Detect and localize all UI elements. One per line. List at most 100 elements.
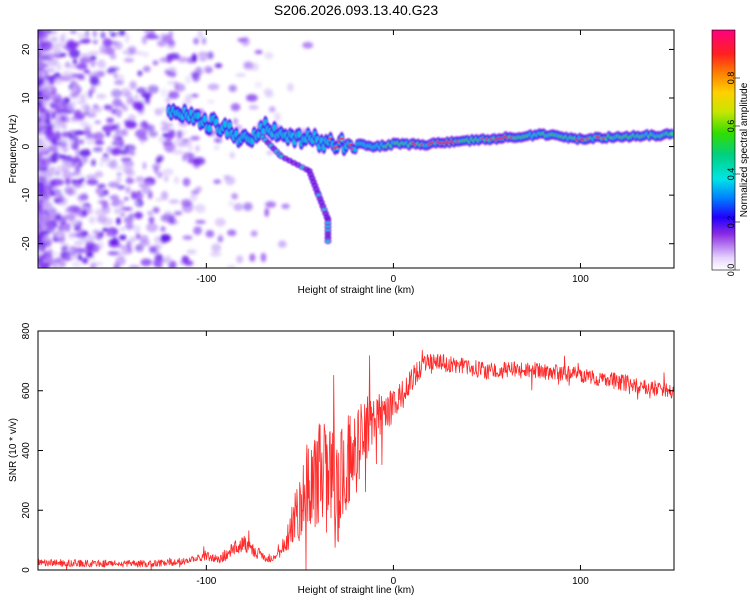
spectrogram-cell (140, 137, 145, 145)
spectrogram-cell (105, 162, 117, 168)
spectrogram-cell (129, 80, 137, 90)
spectrogram-cell (173, 81, 179, 91)
spectrogram-cell (119, 234, 127, 241)
spectrogram-cell (152, 243, 162, 251)
colorbar-ticks: 0.0 0.2 0.4 0.6 0.8 (726, 72, 740, 276)
spectrogram-cell (97, 183, 107, 189)
spectrogram-cell (195, 220, 206, 224)
spectrogram-cell (75, 148, 80, 157)
spectrogram-cell (207, 83, 220, 91)
spectrogram-cell (125, 186, 132, 194)
spectrogram-cell (66, 188, 75, 196)
spectrogram-cell (118, 244, 126, 250)
spectrogram-cell (110, 147, 120, 156)
spectrogram-cell (38, 161, 42, 168)
spectrogram-cell (339, 137, 344, 141)
spectrogram-cell (80, 38, 91, 44)
x-tick-label: 0 (391, 576, 397, 587)
spectrogram-cell (154, 236, 162, 244)
spectrogram-cell (155, 197, 163, 202)
spectrogram-cell (160, 126, 170, 132)
spectrogram-cell (127, 46, 137, 54)
snr-y-ticks: 0 200 400 600 800 (21, 322, 674, 573)
spectrogram-cell (233, 117, 238, 125)
spectrogram-cell (108, 66, 120, 72)
spectrogram-cell (120, 212, 126, 217)
spectrogram-cell (45, 52, 55, 61)
spectrogram-cell (124, 120, 137, 129)
spectrogram-cell (254, 50, 263, 55)
spectrogram-cell (73, 130, 86, 136)
spectrogram-cell (49, 180, 55, 187)
y-tick-label: 0 (21, 143, 32, 149)
spectrogram-cell (97, 241, 104, 251)
spectrogram-cell (156, 39, 168, 47)
spectrogram-cell (135, 176, 145, 183)
colorbar: 0.0 0.2 0.4 0.6 0.8 Normalized spectral ampl… (711, 29, 750, 276)
spectrogram-cell (265, 201, 277, 208)
spectrogram-cell (228, 84, 237, 93)
spectrogram-cell (192, 159, 201, 169)
spectrogram-cell (86, 139, 96, 145)
y-tick-label: -10 (21, 187, 32, 202)
spectrogram-cell (116, 172, 123, 177)
y-tick-label: 0 (21, 567, 32, 573)
spectrogram-cell (260, 252, 267, 263)
colorbar-tick-label: 0.8 (726, 72, 736, 85)
spectrogram-cell (97, 199, 108, 205)
spectrogram-cell (38, 204, 44, 214)
spectrogram-cell (130, 191, 138, 200)
spectrogram-cell (125, 223, 135, 230)
x-tick-label: 100 (572, 576, 589, 587)
spectrogram-cell (90, 159, 97, 167)
spectrogram-cell (162, 168, 174, 176)
colorbar-tick-label: 0.2 (726, 216, 736, 229)
spectrogram-cell (146, 222, 159, 233)
spectrogram-cell (223, 120, 228, 128)
spectrogram-cell (120, 227, 125, 232)
spectrogram-cell (139, 121, 149, 129)
spectrogram-cell (198, 57, 208, 62)
spectrogram-cell (168, 199, 180, 204)
spectrogram-cell (48, 135, 59, 140)
spectrogram-cell (287, 83, 294, 92)
spectrogram-cell (90, 262, 97, 268)
spectrogram-cell (92, 146, 103, 152)
spectrogram-cell (76, 99, 87, 105)
spectrogram-cell (48, 36, 59, 41)
colorbar-frame (711, 29, 736, 271)
spectrogram-cell (160, 88, 168, 98)
spectrogram-cell (48, 258, 57, 265)
spectrogram-cell (59, 34, 66, 44)
spectrogram-cell (38, 100, 43, 106)
spectrogram-cell (140, 258, 152, 267)
spectrogram-cell (47, 248, 53, 254)
spectrogram-cell (154, 254, 164, 262)
snr-x-ticks: -100 0 100 (196, 331, 589, 587)
spectrogram-cell (183, 260, 194, 266)
spectrogram-cell (134, 211, 143, 220)
spectrogram-cell (74, 162, 80, 167)
spectrogram-cell (38, 50, 41, 56)
spectrogram-cell (128, 264, 141, 268)
spectrogram-cell (76, 73, 85, 79)
spectrogram-cell (40, 47, 48, 52)
spectrogram-cell (184, 75, 192, 84)
spectrogram-cell (116, 109, 123, 115)
spectrogram-ridge (165, 102, 674, 245)
spectrogram-cell (88, 108, 100, 114)
spectrogram-frame (37, 29, 675, 269)
spectrogram-cell (111, 236, 119, 246)
spectrogram-cell (113, 207, 122, 215)
spectrogram-cell (113, 79, 124, 86)
spectrogram-cell (67, 231, 75, 240)
spectrogram-cell (55, 98, 66, 108)
spectrogram-cell (83, 69, 90, 74)
x-tick-label: 0 (391, 274, 397, 285)
spectrogram-cell (38, 61, 47, 68)
snr-panel: -100 0 100 0 200 400 600 800 Height of straigh… (8, 322, 675, 596)
spectrogram-cell (90, 57, 96, 68)
spectrogram-cell (124, 92, 133, 98)
spectrogram-cell (89, 75, 100, 86)
